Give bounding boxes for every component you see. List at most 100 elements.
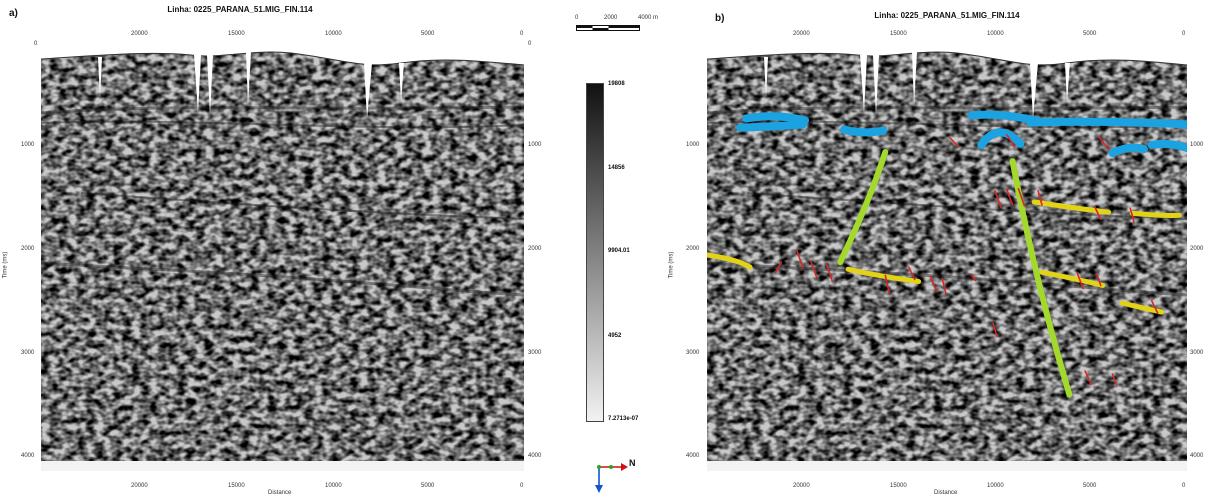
- scale-bar-label: 0: [575, 15, 579, 21]
- panel-b-y-tick-left: 1000: [686, 142, 700, 148]
- panel-b-y-tick-left: 3000: [686, 350, 700, 356]
- minor-fault-line: [1129, 207, 1135, 224]
- colorbar-tick: 4952: [608, 333, 622, 339]
- panel-b-x-tick-top: 0: [1182, 31, 1186, 37]
- shallow-horizon-line: [1147, 139, 1187, 152]
- panel-b-x-tick-top: 5000: [1083, 31, 1097, 37]
- minor-fault-line: [810, 260, 818, 279]
- colorbar-tick: 7.2713e-07: [608, 416, 639, 422]
- panel-b-x-tick-top: 10000: [987, 31, 1004, 37]
- panel-b-x-tick-top: 15000: [890, 31, 907, 37]
- minor-fault-line: [970, 273, 977, 282]
- panel-b-y-tick-right: 1000: [1190, 142, 1204, 148]
- panel-b-x-tick-bottom: 10000: [987, 483, 1004, 489]
- minor-fault-line: [884, 274, 890, 294]
- panel-b-y-tick-right: 4000: [1190, 453, 1204, 459]
- panel-b-title: Linha: 0225_PARANA_51.MIG_FIN.114: [874, 11, 1020, 20]
- colorbar-tick: 19808: [608, 81, 625, 87]
- minor-fault-line: [994, 190, 1002, 208]
- panel-b-mute-gaps: [764, 52, 1070, 119]
- minor-fault-line: [1084, 370, 1092, 386]
- panel-a-x-axis-label: Distance: [268, 490, 292, 496]
- panel-a-surface-mute: [41, 43, 524, 65]
- colorbar: 19808 14856 9904.01 4952 7.2713e-07: [586, 81, 666, 428]
- panel-a-y-tick-left: 2000: [21, 246, 35, 252]
- panel-a-bottom-mute: [41, 461, 524, 471]
- shallow-horizon-line: [1026, 117, 1187, 129]
- panel-a-label: a): [9, 8, 18, 19]
- scale-bar: 0 2000 4000 m: [575, 15, 658, 35]
- shallow-horizon-line: [1108, 143, 1148, 158]
- panel-a-y-tick-right: 4000: [528, 453, 542, 459]
- minor-fault-line: [908, 266, 916, 281]
- panel-b-seismic-svg: [707, 43, 1187, 471]
- panel-a-y-tick-left: 3000: [21, 350, 35, 356]
- panel-a-x-tick-bottom: 20000: [131, 483, 148, 489]
- panel-a-x-tick-top: 5000: [421, 31, 435, 37]
- panel-b-x-tick-bottom: 20000: [793, 483, 810, 489]
- panel-b-x-tick-bottom: 15000: [890, 483, 907, 489]
- minor-fault-line: [992, 322, 998, 338]
- orientation-axes-icon: [595, 463, 628, 493]
- panel-a-y-axis-label: Time (ms): [2, 251, 9, 279]
- minor-fault-line: [1094, 206, 1102, 221]
- panel-b-x-tick-top: 20000: [793, 31, 810, 37]
- panel-b-label: b): [715, 13, 725, 24]
- panel-a-strong-reflectors: [41, 105, 524, 297]
- minor-fault-line: [1076, 272, 1084, 290]
- panel-a-y-tick-right: 1000: [528, 142, 542, 148]
- deep-horizon-line: [1039, 269, 1106, 288]
- minor-fault-line: [1098, 136, 1110, 150]
- panel-b-strong-reflectors: [707, 105, 1187, 297]
- panel-b-bottom-mute: [707, 461, 1187, 471]
- panel-a-y-tick-right: 2000: [528, 246, 542, 252]
- panel-b-seismic-section: [707, 43, 1187, 471]
- panel-a-y-tick-left: 0: [34, 41, 38, 47]
- panel-a-mute-gaps: [98, 52, 404, 119]
- scale-bar-label: 2000: [604, 15, 618, 21]
- deep-horizon-line: [707, 252, 753, 270]
- panel-a-x-tick-top: 20000: [131, 31, 148, 37]
- shallow-horizon-line: [742, 112, 809, 125]
- panel-b-interpretation: [707, 110, 1187, 398]
- panel-a-y-tick-right: 3000: [528, 350, 542, 356]
- shallow-horizon-line: [840, 125, 888, 137]
- minor-fault-line: [1006, 188, 1014, 206]
- shallow-horizon-line: [736, 120, 807, 132]
- shallow-horizon-line: [977, 128, 1025, 149]
- panel-a-x-tick-top: 0: [520, 31, 524, 37]
- panel-a-y-tick-left: 1000: [21, 142, 35, 148]
- panel-a-x-tick-top: 15000: [228, 31, 245, 37]
- panel-b-y-tick-left: 4000: [686, 453, 700, 459]
- scale-bar-label: 4000 m: [638, 15, 659, 21]
- panel-a-x-tick-bottom: 5000: [421, 483, 435, 489]
- panel-b-y-tick-right: 3000: [1190, 350, 1204, 356]
- deep-horizon-line: [845, 266, 922, 284]
- colorbar-gradient: [586, 83, 604, 422]
- minor-fault-line: [1096, 273, 1102, 287]
- panel-b-y-tick-right: 2000: [1190, 246, 1204, 252]
- panel-b-x-tick-bottom: 0: [1182, 483, 1186, 489]
- colorbar-tick: 9904.01: [608, 248, 630, 254]
- panel-a-x-tick-bottom: 15000: [228, 483, 245, 489]
- panel-a-title: Linha: 0225_PARANA_51.MIG_FIN.114: [167, 5, 313, 14]
- panel-a-x-tick-bottom: 10000: [325, 483, 342, 489]
- panel-b-x-axis-label: Distance: [934, 490, 958, 496]
- panel-b-surface-mute: [707, 43, 1187, 65]
- orientation-axes: N: [591, 455, 641, 495]
- scale-bar-graphic: [576, 25, 640, 31]
- deep-horizon-line: [1031, 199, 1112, 215]
- panel-b-x-tick-bottom: 5000: [1083, 483, 1097, 489]
- deep-horizon-line: [1129, 210, 1182, 218]
- minor-fault-line: [1006, 133, 1016, 148]
- north-label: N: [629, 458, 636, 468]
- minor-fault-line: [1111, 373, 1118, 386]
- major-fault-line: [837, 149, 889, 266]
- panel-a-y-tick-right: 0: [528, 41, 532, 47]
- panel-b-topography-line: [707, 51, 1187, 66]
- minor-fault-line: [774, 261, 783, 274]
- panel-a-seismic-svg: [41, 43, 524, 471]
- panel-a-x-tick-bottom: 0: [520, 483, 524, 489]
- deep-horizon-line: [1119, 300, 1164, 315]
- minor-fault-line: [929, 275, 937, 292]
